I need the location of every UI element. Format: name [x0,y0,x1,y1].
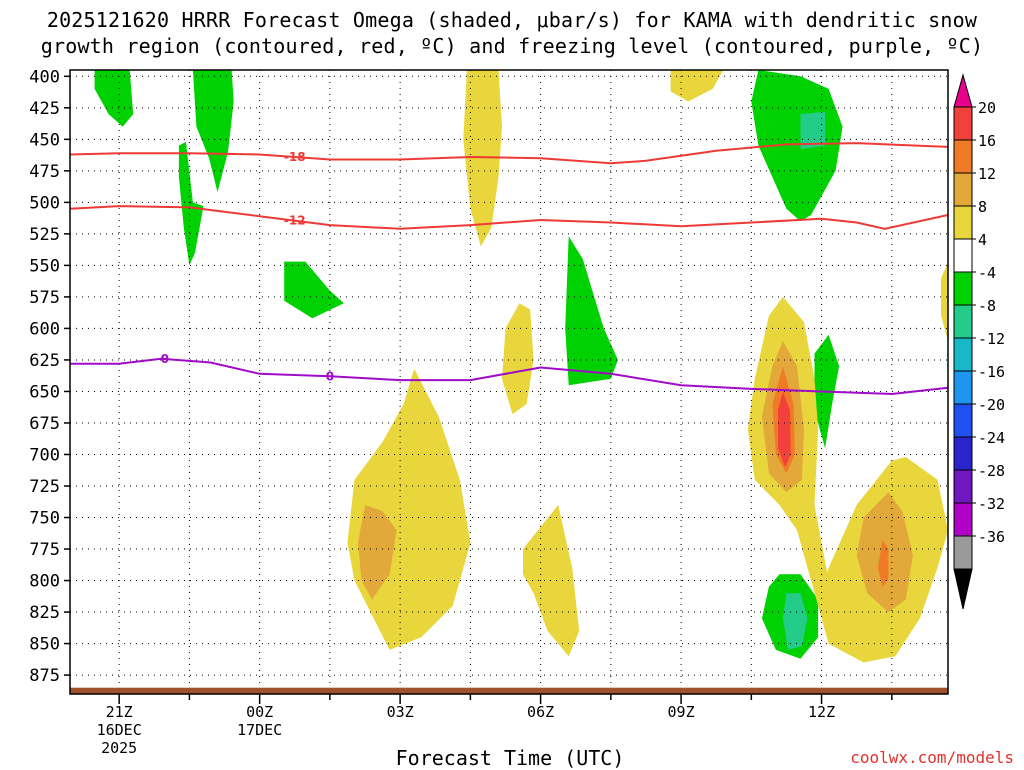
colorbar-band-5 [953,238,973,273]
colorbar-label-9: -20 [978,396,1005,414]
omega-region-0 [94,70,134,127]
y-tick-label-525: 525 [29,225,60,245]
omega-region-1 [178,141,204,266]
colorbar-bottom-arrow [953,568,973,610]
x-tick-sublabel-date-2: 17DEC [237,721,282,739]
y-tick-label-550: 550 [29,256,60,276]
dgz-top-label: -18 [284,150,306,164]
colorbar-band-11 [953,436,973,471]
x-tick-label-00Z: 00Z [246,703,273,721]
dgz-bottom-label: -12 [284,214,306,228]
colorbar-label-12: -32 [978,495,1005,513]
y-tick-label-650: 650 [29,382,60,402]
omega-region-6 [670,70,724,102]
omega-region-9 [502,303,534,415]
dgz-top-contour [69,142,949,165]
y-tick-label-500: 500 [29,193,60,213]
x-tick-label-21Z: 21Z [106,703,133,721]
x-axis-label: Forecast Time (UTC) [395,746,625,770]
colorbar-top-arrow [953,73,973,108]
colorbar-band-4 [953,205,973,240]
colorbar-label-0: 20 [978,99,996,117]
y-tick-label-800: 800 [29,572,60,592]
x-tick-sublabel-date-0: 16DEC [97,721,142,739]
colorbar-band-9 [953,370,973,405]
omega-region-3 [284,261,344,319]
colorbar-band-3 [953,172,973,207]
y-tick-label-450: 450 [29,130,60,150]
x-tick-sublabel-year-0: 2025 [101,739,137,757]
colorbar-label-13: -36 [978,528,1005,546]
omega-region-23 [941,262,948,341]
colorbar-label-7: -12 [978,330,1005,348]
chart-title-line-2: growth region (contoured, red, ºC) and f… [40,34,984,58]
omega-region-2 [192,70,234,193]
y-tick-label-425: 425 [29,99,60,119]
y-tick-label-725: 725 [29,477,60,497]
colorbar-label-8: -16 [978,363,1005,381]
chart-title-line-1: 2025121620 HRRR Forecast Omega (shaded, … [46,8,978,32]
y-tick-label-875: 875 [29,666,60,686]
colorbar-label-1: 16 [978,132,996,150]
colorbar-label-5: -4 [978,264,996,282]
y-tick-label-600: 600 [29,319,60,339]
freezing-level-contour [70,357,949,396]
y-tick-label-475: 475 [29,162,60,182]
terrain-strip [70,687,948,694]
y-tick-label-675: 675 [29,414,60,434]
omega-region-8 [800,111,826,150]
colorbar-band-13 [953,502,973,537]
colorbar-label-4: 4 [978,231,987,249]
colorbar-label-10: -24 [978,429,1005,447]
x-tick-label-03Z: 03Z [387,703,414,721]
y-tick-label-825: 825 [29,603,60,623]
colorbar-band-10 [953,403,973,438]
omega-region-19 [778,391,791,468]
y-tick-label-400: 400 [29,67,60,87]
y-tick-label-750: 750 [29,509,60,529]
colorbar-band-12 [953,469,973,504]
x-tick-label-09Z: 09Z [668,703,695,721]
y-tick-label-775: 775 [29,540,60,560]
y-tick-label-700: 700 [29,445,60,465]
colorbar-label-11: -28 [978,462,1005,480]
colorbar-band-2 [953,139,973,174]
y-tick-label-850: 850 [29,635,60,655]
colorbar-band-7 [953,304,973,339]
colorbar-band-14 [953,535,973,570]
omega-region-11 [358,504,397,600]
colorbar-label-2: 12 [978,165,996,183]
omega-region-12 [523,504,580,657]
omega-region-5 [565,236,618,386]
colorbar: 20 16 12 8 4 -4 -8 -12 -16 -20 -24 -28 -32 -36 [953,73,1005,610]
y-tick-label-575: 575 [29,288,60,308]
omega-region-15 [782,593,808,650]
colorbar-label-6: -8 [978,297,996,315]
colorbar-band-1 [953,106,973,141]
dgz-bottom-contour [69,205,949,230]
plot-frame [69,69,949,695]
x-tick-label-12Z: 12Z [808,703,835,721]
y-axis: 400 425 450 475 500 525 550 575 600 625 650 675 700 7… [29,67,70,686]
grid [70,70,948,694]
freezing-level-label-2: 0 [326,369,334,383]
freezing-level-label-1: 0 [161,352,169,366]
omega-region-22 [877,540,889,587]
site-credit[interactable]: coolwx.com/models [850,748,1014,767]
colorbar-label-3: 8 [978,198,987,216]
omega-region-7 [751,70,843,222]
x-tick-label-06Z: 06Z [527,703,554,721]
colorbar-band-6 [953,271,973,306]
colorbar-band-8 [953,337,973,372]
y-tick-label-625: 625 [29,351,60,371]
